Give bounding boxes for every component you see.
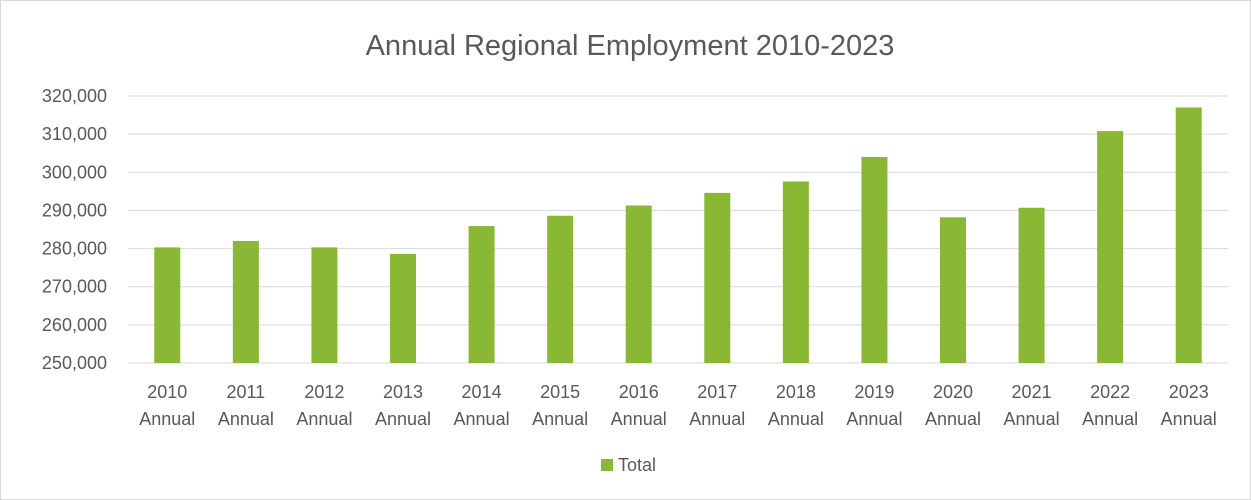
y-axis: 250,000 260,000 270,000 280,000 290,000 300,0… [42, 86, 107, 373]
x-tick-period: Annual [1004, 409, 1060, 429]
legend: Total [601, 455, 656, 475]
x-tick-period: Annual [454, 409, 510, 429]
chart-title: Annual Regional Employment 2010-2023 [366, 30, 895, 62]
bar-2019 [861, 157, 888, 363]
x-tick-label: 2020 Annual [925, 382, 981, 429]
x-tick-label: 2010 Annual [139, 382, 195, 429]
gridlines [128, 95, 1228, 364]
x-tick-year: 2022 [1090, 382, 1130, 402]
x-tick-year: 2021 [1012, 382, 1052, 402]
x-tick-year: 2016 [619, 382, 659, 402]
y-tick-label: 290,000 [42, 200, 107, 220]
bar-2016 [625, 205, 652, 363]
x-tick-label: 2017 Annual [689, 382, 745, 429]
bar-2013 [390, 253, 416, 363]
x-tick-label: 2015 Annual [532, 382, 588, 429]
x-tick-label: 2022 Annual [1082, 382, 1138, 429]
x-tick-year: 2017 [697, 382, 737, 402]
y-tick-label: 310,000 [42, 124, 107, 144]
x-tick-label: 2011 Annual [218, 382, 274, 429]
x-tick-year: 2015 [540, 382, 580, 402]
x-tick-period: Annual [1161, 409, 1217, 429]
x-tick-period: Annual [218, 409, 274, 429]
x-tick-period: Annual [611, 409, 667, 429]
y-tick-label: 280,000 [42, 239, 107, 259]
x-tick-year: 2019 [854, 382, 894, 402]
bar-2022 [1097, 131, 1124, 363]
x-tick-label: 2018 Annual [768, 382, 824, 429]
x-tick-label: 2012 Annual [296, 382, 352, 429]
bar-2023 [1175, 107, 1202, 363]
x-tick-year: 2014 [462, 382, 502, 402]
bar-2017 [704, 192, 731, 363]
bar-2012 [311, 247, 338, 363]
y-tick-label: 260,000 [42, 315, 107, 335]
legend-swatch [601, 459, 613, 471]
x-tick-period: Annual [925, 409, 981, 429]
y-tick-label: 320,000 [42, 86, 107, 106]
legend-label: Total [618, 455, 656, 475]
bar-2020 [940, 217, 966, 363]
x-tick-year: 2023 [1169, 382, 1209, 402]
x-tick-label: 2023 Annual [1161, 382, 1217, 429]
x-tick-period: Annual [689, 409, 745, 429]
y-tick-label: 250,000 [42, 353, 107, 373]
x-tick-period: Annual [296, 409, 352, 429]
y-tick-label: 270,000 [42, 277, 107, 297]
y-tick-label: 300,000 [42, 162, 107, 182]
x-tick-period: Annual [1082, 409, 1138, 429]
bar-2015 [547, 215, 574, 363]
bar-2021 [1018, 207, 1045, 363]
x-tick-year: 2018 [776, 382, 816, 402]
bar-2014 [468, 226, 495, 363]
bar-2018 [782, 181, 809, 363]
x-tick-year: 2011 [226, 382, 265, 402]
x-tick-label: 2019 Annual [846, 382, 902, 429]
x-tick-label: 2014 Annual [454, 382, 510, 429]
x-tick-label: 2021 Annual [1004, 382, 1060, 429]
x-tick-period: Annual [768, 409, 824, 429]
x-tick-period: Annual [532, 409, 588, 429]
x-tick-period: Annual [375, 409, 431, 429]
bar-2010 [154, 247, 181, 363]
bar-2011 [232, 240, 259, 363]
x-tick-year: 2012 [304, 382, 344, 402]
x-tick-label: 2016 Annual [611, 382, 667, 429]
x-tick-year: 2010 [147, 382, 187, 402]
x-tick-year: 2013 [383, 382, 423, 402]
x-tick-year: 2020 [933, 382, 973, 402]
x-tick-period: Annual [846, 409, 902, 429]
x-axis: 2010 Annual 2011 Annual 2012 Annual 2013 Annual… [139, 382, 1216, 429]
x-tick-label: 2013 Annual [375, 382, 431, 429]
x-tick-period: Annual [139, 409, 195, 429]
bars [154, 107, 1202, 363]
